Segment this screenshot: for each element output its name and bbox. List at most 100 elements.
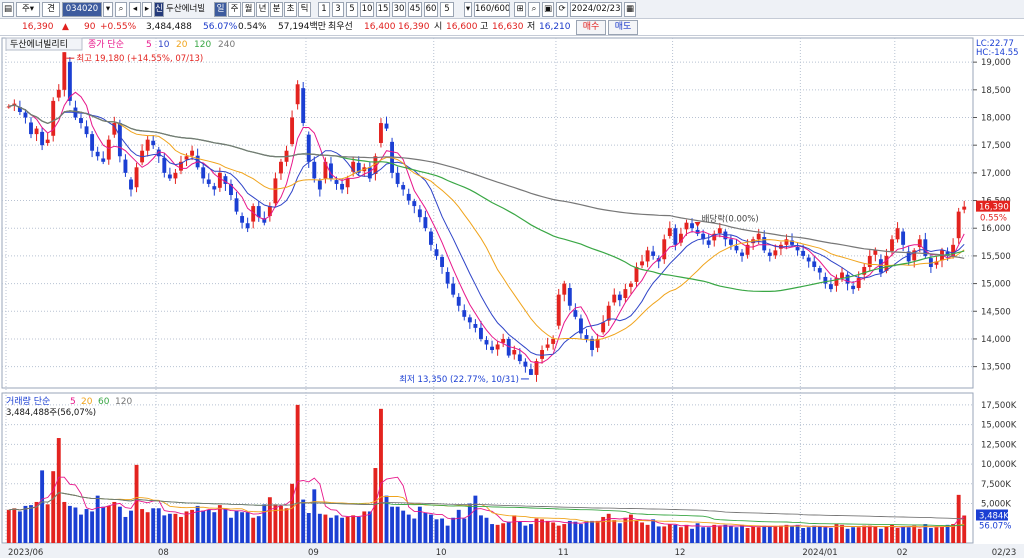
candle-body <box>962 206 967 210</box>
candle-body <box>334 180 339 184</box>
search-icon[interactable]: ⌕ <box>115 2 127 17</box>
interval-button[interactable]: 1 <box>318 2 330 17</box>
volume-bar <box>284 508 289 543</box>
volume-bar <box>462 518 467 543</box>
candle-body <box>878 259 883 273</box>
volume-bar <box>578 524 583 543</box>
volume-bar <box>117 506 122 543</box>
mode-button[interactable]: 견 <box>42 2 60 17</box>
volume-bar <box>417 506 422 543</box>
period-button[interactable]: 년 <box>256 2 269 17</box>
volume-bar <box>12 508 17 543</box>
sell-button[interactable]: 매도 <box>608 20 638 35</box>
volume-legend-period: 120 <box>115 397 132 407</box>
count-input[interactable]: 160/600 <box>474 2 510 17</box>
candle-body <box>956 211 961 239</box>
volume-bar <box>667 524 672 543</box>
candle-body <box>912 250 917 261</box>
interval-button[interactable]: 15 <box>376 2 390 17</box>
candle-body <box>45 139 50 143</box>
stock-chart[interactable]: 19,00018,50018,00017,50017,00016,50016,0… <box>0 36 1024 558</box>
high-price: 16,630 <box>492 22 524 32</box>
period-button[interactable]: 분 <box>270 2 283 17</box>
trade-volume: 3,484,488 <box>146 22 192 32</box>
settings-icon[interactable]: ▤ <box>2 2 14 17</box>
interval-button[interactable]: 45 <box>408 2 422 17</box>
info-badge[interactable]: 신 <box>154 2 164 17</box>
interval-button[interactable]: 10 <box>360 2 374 17</box>
buy-button[interactable]: 매수 <box>576 20 606 35</box>
candle-body <box>484 340 489 345</box>
chart-type-icon[interactable]: ⊞ <box>514 2 526 17</box>
interval-button[interactable]: 5 <box>440 2 454 17</box>
date-input[interactable]: 2024/02/23 <box>570 2 622 17</box>
period-button[interactable]: 초 <box>284 2 297 17</box>
volume-bar <box>740 524 744 543</box>
candle-body <box>212 186 217 190</box>
period-button[interactable]: 월 <box>242 2 255 17</box>
interval-button[interactable]: 60 <box>424 2 438 17</box>
volume-bar <box>29 505 33 543</box>
volume-bar <box>351 515 356 543</box>
menu-dropdown[interactable]: 주▾ <box>16 2 40 17</box>
calendar-icon[interactable]: ▦ <box>624 2 636 17</box>
volume-bar <box>617 523 622 543</box>
volume-bar <box>512 515 517 543</box>
candle-body <box>251 206 256 222</box>
interval-dropdown-icon[interactable]: ▾ <box>464 2 472 17</box>
price-legend-period: 120 <box>194 40 211 50</box>
volume-bar <box>145 512 150 543</box>
price-legend-period: 10 <box>158 40 170 50</box>
candle-body <box>384 123 389 129</box>
candle-body <box>90 134 95 151</box>
interval-button[interactable]: 30 <box>392 2 406 17</box>
candle-body <box>290 117 295 145</box>
interval-button[interactable]: 5 <box>346 2 358 17</box>
save-icon[interactable]: ▣ <box>542 2 554 17</box>
candle-body <box>223 176 228 184</box>
candle-body <box>23 112 28 118</box>
prev-stock-icon[interactable]: ◂ <box>129 2 141 17</box>
code-dropdown-icon[interactable]: ▾ <box>103 2 113 17</box>
candle-body <box>106 139 111 160</box>
candle-body <box>595 338 600 348</box>
volume-bar <box>590 520 594 543</box>
candle-body <box>217 172 222 188</box>
candle-body <box>451 283 456 295</box>
volume-bar <box>840 524 844 543</box>
ma5-line <box>8 91 965 364</box>
candle-body <box>134 167 139 188</box>
candle-body <box>445 271 450 284</box>
zoom-icon[interactable]: ⌕ <box>528 2 540 17</box>
refresh-icon[interactable]: ⟳ <box>556 2 568 17</box>
volume-bar <box>623 517 628 543</box>
best-bid: 16,390 <box>398 22 430 32</box>
candle-body <box>429 231 433 245</box>
low-price: 16,210 <box>539 22 571 32</box>
candle-body <box>645 250 650 262</box>
low-annotation: 최저 13,350 (22.77%, 10/31) <box>399 374 519 385</box>
volume-bar <box>795 524 800 543</box>
period-button[interactable]: 틱 <box>298 2 311 17</box>
candle-body <box>179 161 183 171</box>
price-legend-name: 두산에너빌리티 <box>10 39 68 50</box>
candle-body <box>229 183 233 196</box>
count-value: 160 <box>475 4 492 14</box>
period-button[interactable]: 일 <box>214 2 227 17</box>
stock-code-input[interactable]: 034020 <box>62 2 102 17</box>
trade-amount: 57,194백만 <box>278 22 327 32</box>
period-button[interactable]: 주 <box>228 2 241 17</box>
volume-bar <box>684 524 689 543</box>
candle-body <box>828 284 833 290</box>
candle-body <box>34 128 39 135</box>
volume-bar <box>873 526 878 543</box>
volume-bar <box>673 524 678 543</box>
volume-bar <box>734 527 739 543</box>
candle-body <box>662 239 667 260</box>
next-stock-icon[interactable]: ▸ <box>142 2 152 17</box>
candle-body <box>434 249 439 256</box>
volume-bar <box>184 511 189 543</box>
interval-button[interactable]: 3 <box>332 2 344 17</box>
candle-body <box>717 228 722 234</box>
volume-tick-label: 17,500K <box>981 401 1017 411</box>
